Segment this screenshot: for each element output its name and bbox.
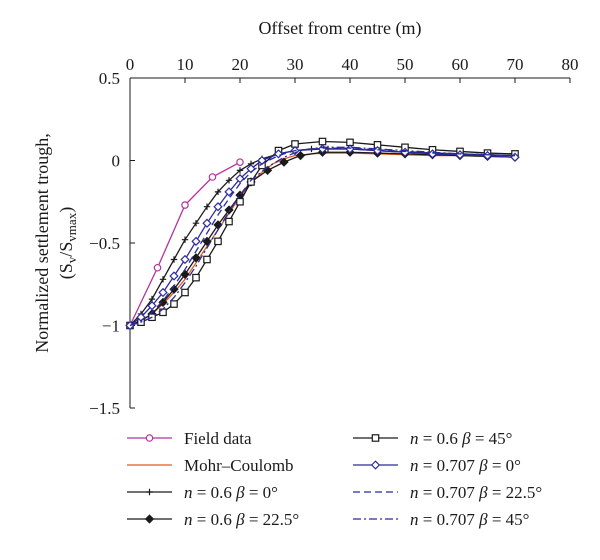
legend-label: n = 0.6 β = 45°: [410, 429, 512, 448]
legend-item-6: n = 0.707 β = 0°: [353, 456, 521, 475]
y-axis-title: Normalized settlement trough, (Sv/Svmax): [32, 133, 79, 352]
legend-item-8: n = 0.707 β = 45°: [353, 510, 529, 529]
series-line: [129, 148, 516, 327]
series-line: [129, 148, 516, 326]
y-tick-label: −0.5: [89, 234, 120, 253]
data-point: [370, 460, 381, 470]
data-point: [169, 271, 179, 281]
data-point: [147, 301, 157, 311]
y-axis-title-line1: Normalized settlement trough,: [32, 133, 52, 352]
legend-item-4: n = 0.6 β = 22.5°: [127, 510, 299, 529]
data-point: [181, 288, 189, 297]
data-point: [145, 434, 154, 442]
data-point: [318, 137, 327, 146]
legend-item-1: Field data: [127, 429, 252, 448]
data-point: [144, 514, 155, 524]
x-tick-label: 80: [562, 55, 579, 74]
data-point: [236, 158, 244, 166]
legend-label: Mohr–Coulomb: [184, 456, 294, 475]
series-8: [129, 146, 516, 327]
data-point: [208, 173, 217, 181]
data-point: [170, 256, 178, 263]
data-point: [224, 205, 234, 215]
data-point: [180, 269, 190, 279]
x-tick-label: 50: [397, 55, 414, 74]
series-line: [129, 147, 516, 327]
data-point: [279, 157, 289, 167]
data-point: [213, 202, 223, 212]
x-axis-title: Offset from centre (m): [258, 18, 421, 39]
data-point: [224, 187, 234, 197]
series-line: [129, 151, 516, 327]
legend-label: n = 0.707 β = 22.5°: [410, 483, 542, 502]
data-point: [202, 218, 212, 228]
series-7: [129, 147, 516, 327]
y-axis-title-line2: (Sv/Svmax): [56, 207, 79, 279]
data-point: [247, 178, 255, 186]
legend-item-5: n = 0.6 β = 45°: [353, 429, 512, 448]
data-point: [169, 284, 179, 294]
x-tick-label: 10: [177, 55, 194, 74]
data-point: [180, 254, 190, 265]
data-point: [170, 300, 178, 308]
x-tick-label: 60: [452, 55, 469, 74]
data-point: [214, 188, 222, 196]
data-point: [181, 201, 189, 209]
data-point: [158, 297, 168, 308]
y-tick-label: −1.5: [89, 399, 120, 418]
data-point: [202, 236, 212, 246]
data-point: [203, 255, 211, 264]
x-tick-label: 30: [287, 55, 304, 74]
legend-item-2: Mohr–Coulomb: [127, 456, 294, 475]
data-point: [192, 273, 200, 282]
data-point: [235, 174, 245, 184]
y-tick-label: 0.5: [99, 69, 120, 88]
y-tick-label: −1: [102, 317, 120, 336]
legend-label: n = 0.6 β = 22.5°: [184, 510, 299, 529]
x-tick-label: 70: [507, 55, 524, 74]
data-point: [203, 203, 211, 210]
legend-label: n = 0.6 β = 0°: [184, 483, 278, 502]
data-point: [153, 263, 162, 272]
legend-label: n = 0.707 β = 45°: [410, 510, 529, 529]
legend-label: Field data: [184, 429, 252, 448]
data-point: [371, 434, 380, 442]
x-tick-label: 40: [342, 55, 359, 74]
data-point: [181, 236, 189, 243]
data-point: [236, 167, 244, 174]
x-tick-label: 20: [232, 55, 249, 74]
series-line: [129, 140, 516, 327]
data-point: [225, 177, 233, 184]
legend: Field data Mohr–Coulomb n = 0.6 β = 0° n = …: [127, 429, 542, 529]
y-tick-label: 0: [112, 152, 121, 171]
data-point: [146, 488, 153, 496]
data-point: [295, 150, 306, 161]
data-point: [158, 287, 168, 298]
series-layer: [125, 137, 520, 331]
series-3: [126, 145, 519, 329]
legend-item-7: n = 0.707 β = 22.5°: [353, 483, 542, 502]
data-point: [192, 220, 200, 227]
axes: 0 10 20 30 40 50 60 70 80 0.5 0 −0.5 −1 −1.5: [89, 55, 578, 418]
data-point: [159, 276, 167, 283]
legend-label: n = 0.707 β = 0°: [410, 456, 521, 475]
data-point: [214, 237, 222, 246]
data-point: [191, 236, 201, 246]
legend-item-3: n = 0.6 β = 0°: [127, 483, 278, 502]
data-point: [191, 253, 201, 263]
series-5: [126, 137, 519, 330]
data-point: [273, 149, 284, 159]
data-point: [236, 197, 244, 206]
x-tick-label: 0: [126, 55, 135, 74]
data-point: [225, 217, 233, 226]
series-line: [129, 146, 516, 327]
